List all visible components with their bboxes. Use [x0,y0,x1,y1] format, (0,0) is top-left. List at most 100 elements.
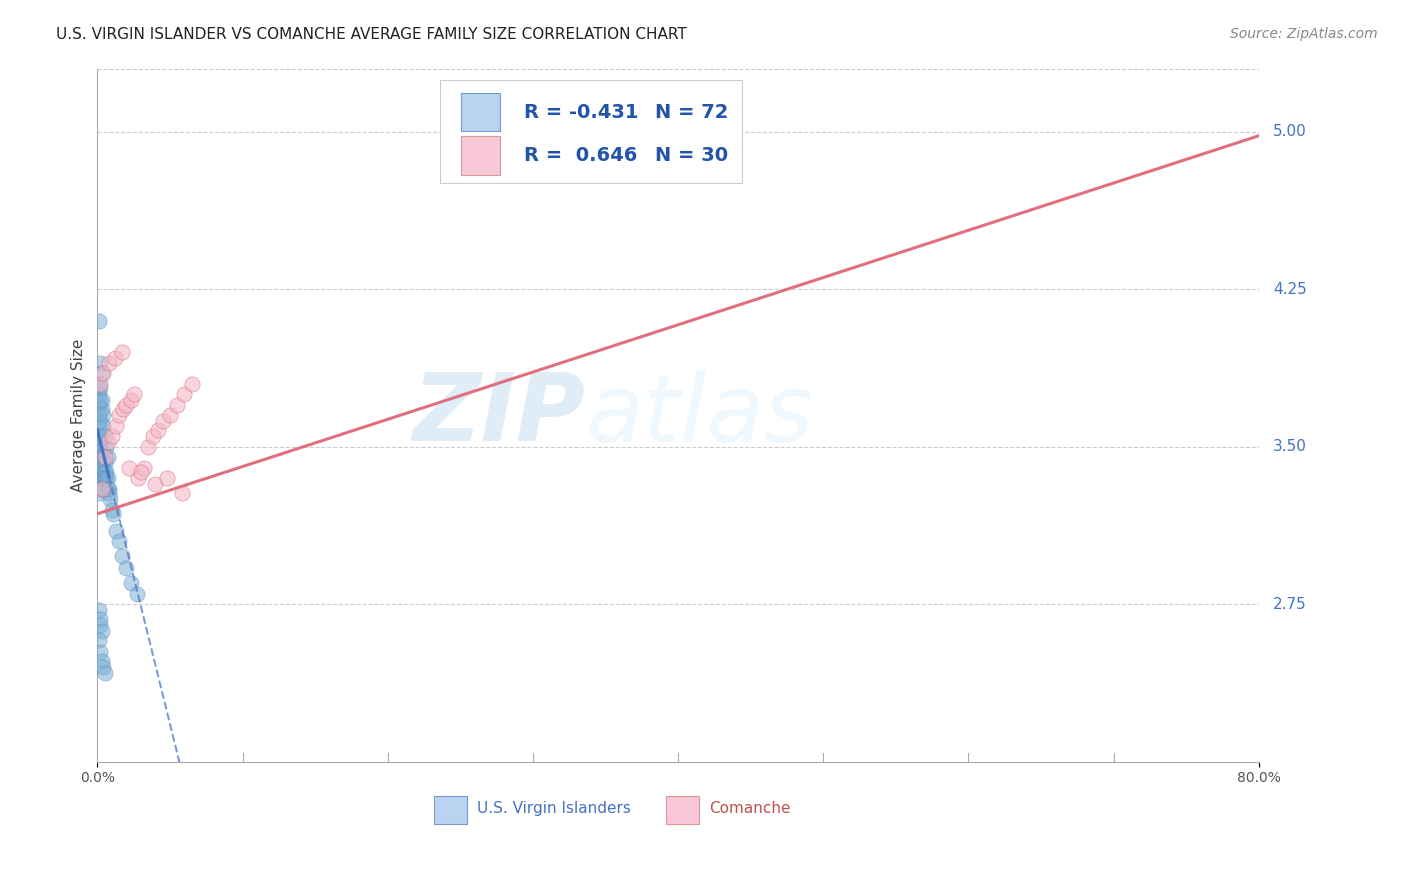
Point [89,414,111,428]
Point [90,393,112,408]
Point [166,398,188,412]
Point [96,471,118,485]
Point [101,429,124,443]
Point [90,465,112,479]
Text: 2.75: 2.75 [1272,597,1306,612]
Point [87,376,110,391]
Point [96,482,118,496]
Bar [666,797,699,824]
Text: 5.00: 5.00 [1272,124,1306,139]
Bar [461,136,501,175]
Point [90,401,112,416]
Text: R =  0.646: R = 0.646 [523,145,637,165]
Point [91,366,114,380]
Point [100,492,122,507]
Point [93,457,115,471]
Point [101,502,124,516]
Point [87,603,110,617]
Point [129,465,152,479]
Point [87,408,110,422]
Point [89,440,111,454]
Point [94,440,117,454]
Point [87,465,110,479]
Point [90,471,112,485]
Point [122,387,145,401]
Point [141,429,163,443]
Point [87,440,110,454]
Point [118,460,141,475]
Point [127,471,149,485]
Point [90,443,112,458]
Point [89,612,111,626]
Point [136,440,159,454]
Point [91,418,114,433]
Point [87,418,110,433]
Point [93,465,115,479]
Point [89,381,111,395]
Point [159,408,181,422]
Point [90,450,112,464]
Point [93,429,115,443]
Point [111,345,134,359]
Point [93,666,115,681]
Point [89,450,111,464]
Point [105,418,128,433]
Point [89,485,111,500]
Point [89,645,111,659]
Point [98,485,121,500]
Text: R = -0.431: R = -0.431 [523,103,638,121]
Point [89,477,111,491]
Bar [461,93,501,131]
Point [90,624,112,639]
Point [94,471,117,485]
Point [148,423,170,437]
Point [87,387,110,401]
Point [91,660,114,674]
Text: 4.25: 4.25 [1272,282,1306,296]
Point [90,482,112,496]
Y-axis label: Average Family Size: Average Family Size [72,338,86,491]
Text: ZIP: ZIP [412,369,585,461]
Point [111,549,134,563]
Point [93,450,115,464]
Point [89,355,111,369]
Point [91,482,114,496]
Text: N = 72: N = 72 [655,103,728,121]
Point [170,485,193,500]
Point [105,524,128,538]
Point [89,471,111,485]
Text: Comanche: Comanche [710,801,792,816]
Point [90,366,112,380]
Point [115,398,138,412]
Point [108,534,131,549]
Point [104,351,127,366]
Point [145,477,167,491]
Point [91,460,114,475]
Point [90,654,112,668]
Point [87,398,110,412]
Point [87,443,110,458]
Point [87,450,110,464]
Point [180,376,202,391]
Text: U.S. VIRGIN ISLANDER VS COMANCHE AVERAGE FAMILY SIZE CORRELATION CHART: U.S. VIRGIN ISLANDER VS COMANCHE AVERAGE… [56,27,688,42]
Text: N = 30: N = 30 [655,145,728,165]
Point [89,376,111,391]
Text: U.S. Virgin Islanders: U.S. Virgin Islanders [477,801,631,816]
Point [91,450,114,464]
Point [125,587,148,601]
Point [152,414,174,428]
Point [91,408,114,422]
Point [89,393,111,408]
Point [87,435,110,450]
Point [90,457,112,471]
Point [87,429,110,443]
Point [103,507,125,521]
Point [93,471,115,485]
Point [173,387,195,401]
Point [98,355,121,369]
Point [115,561,138,575]
Text: atlas: atlas [585,369,814,460]
Point [98,482,121,496]
Point [89,618,111,632]
Bar [440,80,742,183]
